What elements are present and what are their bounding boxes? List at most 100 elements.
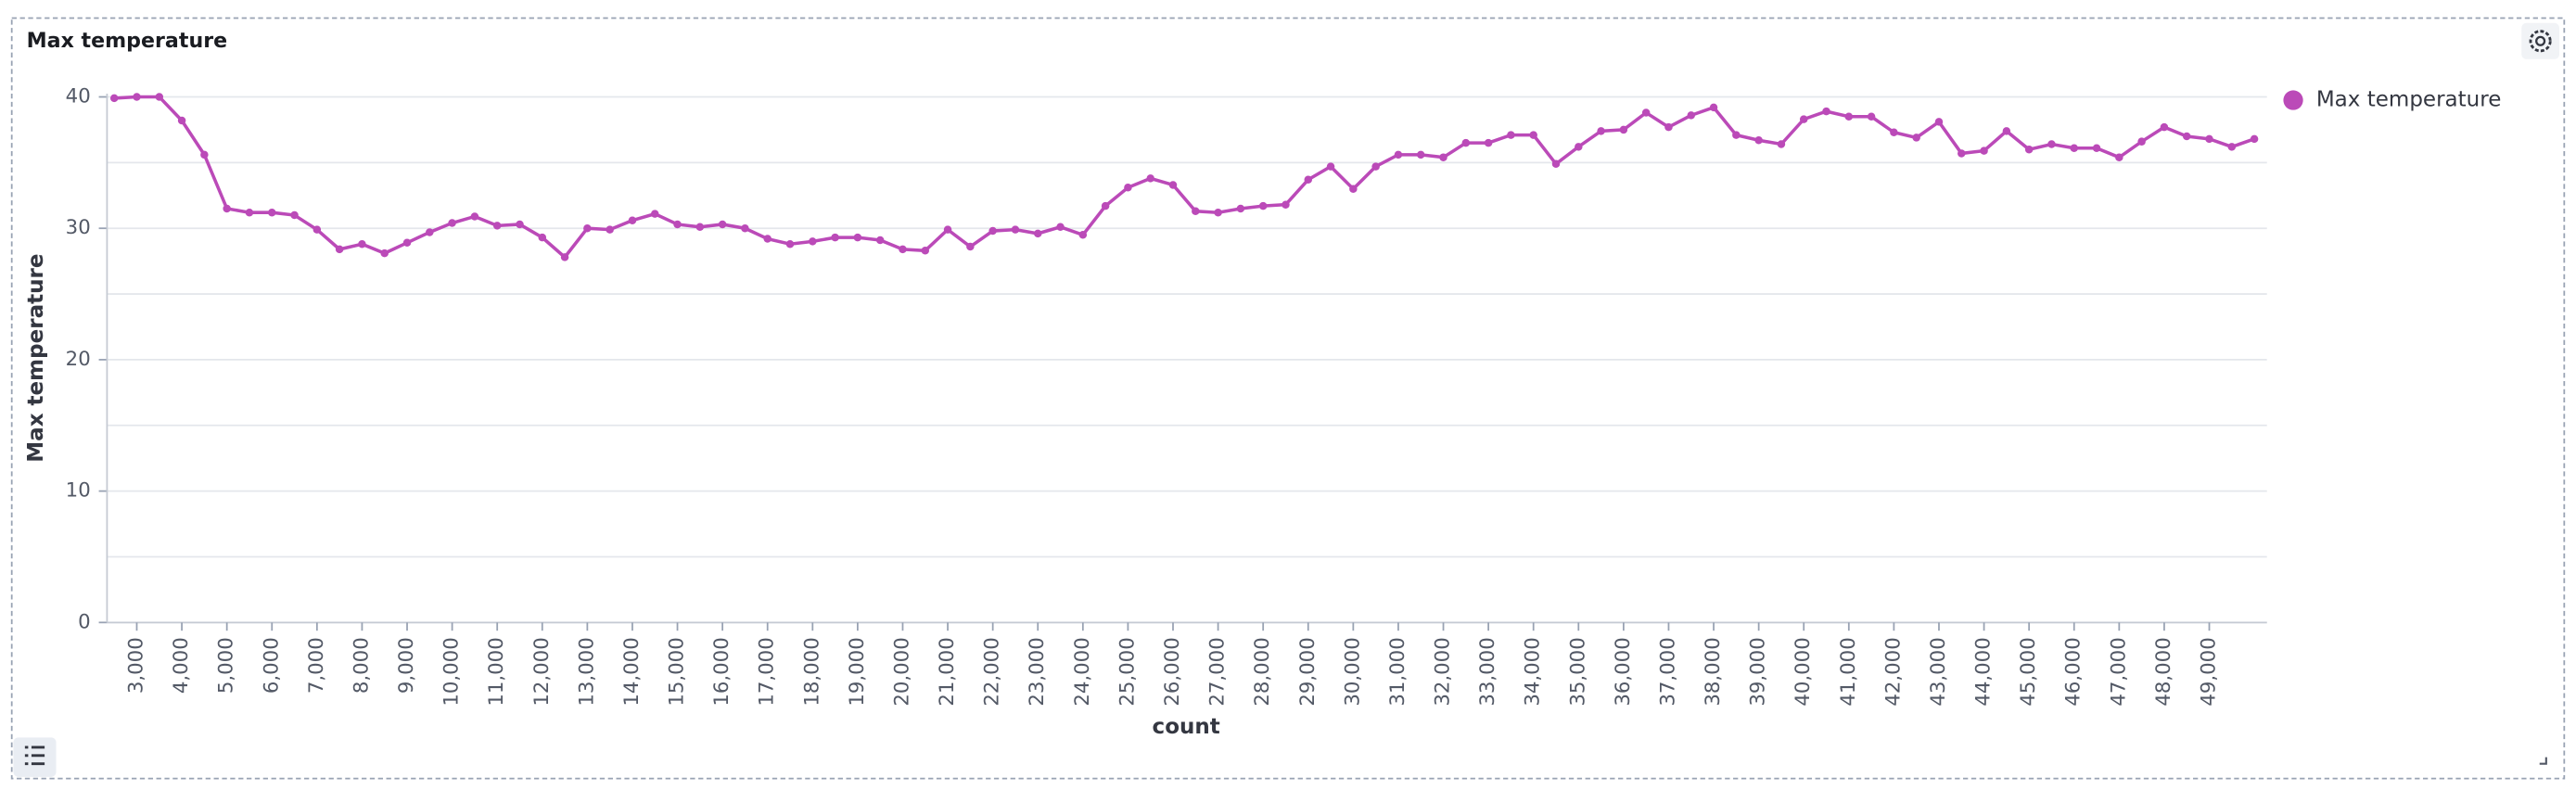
- data-point: [1236, 204, 1245, 213]
- data-point: [1890, 128, 1898, 137]
- data-point: [1777, 140, 1786, 148]
- data-point: [1732, 131, 1741, 139]
- data-point: [1258, 201, 1268, 210]
- data-point: [2024, 145, 2034, 154]
- data-point: [1844, 112, 1854, 121]
- x-tick-label: 22,000: [981, 637, 1004, 706]
- y-tick-label: 20: [66, 348, 91, 371]
- data-point: [109, 94, 119, 103]
- data-point: [1394, 150, 1403, 159]
- x-tick-label: 14,000: [620, 637, 644, 706]
- x-tick-label: 16,000: [710, 637, 733, 706]
- data-point: [223, 204, 231, 213]
- x-tick-label: 38,000: [1702, 637, 1725, 706]
- data-point: [358, 239, 366, 248]
- data-point: [1597, 127, 1605, 135]
- data-point: [695, 223, 705, 232]
- x-tick-label: 20,000: [890, 637, 913, 706]
- x-tick-label: 24,000: [1071, 637, 1094, 706]
- data-point: [1282, 200, 1290, 209]
- x-tick-label: 31,000: [1386, 637, 1409, 706]
- data-point: [538, 233, 547, 242]
- data-point: [290, 210, 299, 220]
- data-point: [2115, 153, 2123, 161]
- data-point: [1461, 138, 1471, 147]
- data-point: [133, 93, 141, 101]
- data-point: [628, 216, 637, 224]
- x-tick-label: 44,000: [1972, 637, 1996, 706]
- x-tick-label: 18,000: [800, 637, 823, 706]
- data-point: [2205, 134, 2213, 144]
- data-point: [2182, 132, 2191, 141]
- data-point: [853, 233, 862, 242]
- data-point: [1371, 162, 1380, 171]
- data-point: [1326, 162, 1335, 171]
- data-point: [1912, 134, 1920, 142]
- data-point: [2047, 140, 2056, 148]
- data-point: [2160, 122, 2169, 132]
- y-tick-label: 30: [66, 216, 91, 239]
- x-tick-label: 47,000: [2107, 637, 2130, 706]
- data-point: [1349, 185, 1358, 193]
- x-tick-label: 41,000: [1837, 637, 1860, 706]
- x-tick-label: 19,000: [846, 637, 869, 706]
- x-tick-label: 3,000: [124, 637, 147, 694]
- y-axis-label: Max temperature: [24, 254, 48, 463]
- x-tick-label: 37,000: [1656, 637, 1679, 706]
- data-point: [1192, 207, 1200, 216]
- x-tick-label: 45,000: [2017, 637, 2040, 706]
- x-tick-label: 34,000: [1522, 637, 1545, 706]
- x-tick-label: 43,000: [1927, 637, 1950, 706]
- x-tick-label: 27,000: [1206, 637, 1230, 706]
- data-point: [426, 228, 434, 236]
- x-tick-label: 32,000: [1432, 637, 1455, 706]
- x-tick-label: 36,000: [1612, 637, 1635, 706]
- data-point: [1754, 136, 1763, 145]
- x-tick-label: 39,000: [1747, 637, 1770, 706]
- data-point: [2002, 127, 2011, 135]
- data-point: [177, 116, 186, 125]
- data-point: [1799, 115, 1808, 123]
- x-tick-label: 29,000: [1296, 637, 1320, 706]
- data-point: [673, 220, 682, 229]
- data-point: [200, 150, 209, 159]
- data-point: [516, 220, 524, 229]
- panel-title: Max temperature: [27, 29, 228, 53]
- data-point: [1304, 175, 1313, 185]
- x-tick-label: 6,000: [260, 637, 283, 694]
- legend-toggle[interactable]: [13, 737, 57, 777]
- data-point: [470, 212, 479, 221]
- data-point: [1484, 138, 1493, 147]
- data-point: [763, 235, 772, 243]
- x-tick-label: 42,000: [1881, 637, 1905, 706]
- data-point: [1078, 231, 1088, 239]
- x-tick-label: 33,000: [1476, 637, 1499, 706]
- settings-button[interactable]: [2521, 22, 2559, 59]
- data-point: [268, 208, 276, 217]
- x-tick-label: 30,000: [1341, 637, 1364, 706]
- data-point: [1664, 122, 1673, 132]
- data-point: [2070, 144, 2078, 153]
- data-point: [402, 238, 412, 248]
- data-point: [1101, 201, 1110, 210]
- data-point: [335, 245, 344, 254]
- y-tick-label: 10: [66, 479, 91, 503]
- resize-handle[interactable]: [2539, 757, 2547, 765]
- data-point: [1867, 112, 1876, 121]
- x-tick-label: 48,000: [2152, 637, 2175, 706]
- data-point: [1033, 229, 1042, 238]
- data-point: [1507, 131, 1515, 139]
- data-point: [606, 225, 614, 234]
- data-point: [1124, 184, 1132, 192]
- x-tick-label: 4,000: [170, 637, 193, 694]
- data-point: [2092, 144, 2101, 153]
- x-tick-label: 13,000: [575, 637, 598, 706]
- x-tick-label: 49,000: [2198, 637, 2221, 706]
- data-point: [1146, 174, 1154, 183]
- data-point: [2250, 134, 2259, 144]
- x-tick-label: 12,000: [530, 637, 554, 706]
- x-tick-label: 10,000: [440, 637, 464, 706]
- data-point: [1529, 131, 1537, 139]
- data-point: [1641, 108, 1651, 117]
